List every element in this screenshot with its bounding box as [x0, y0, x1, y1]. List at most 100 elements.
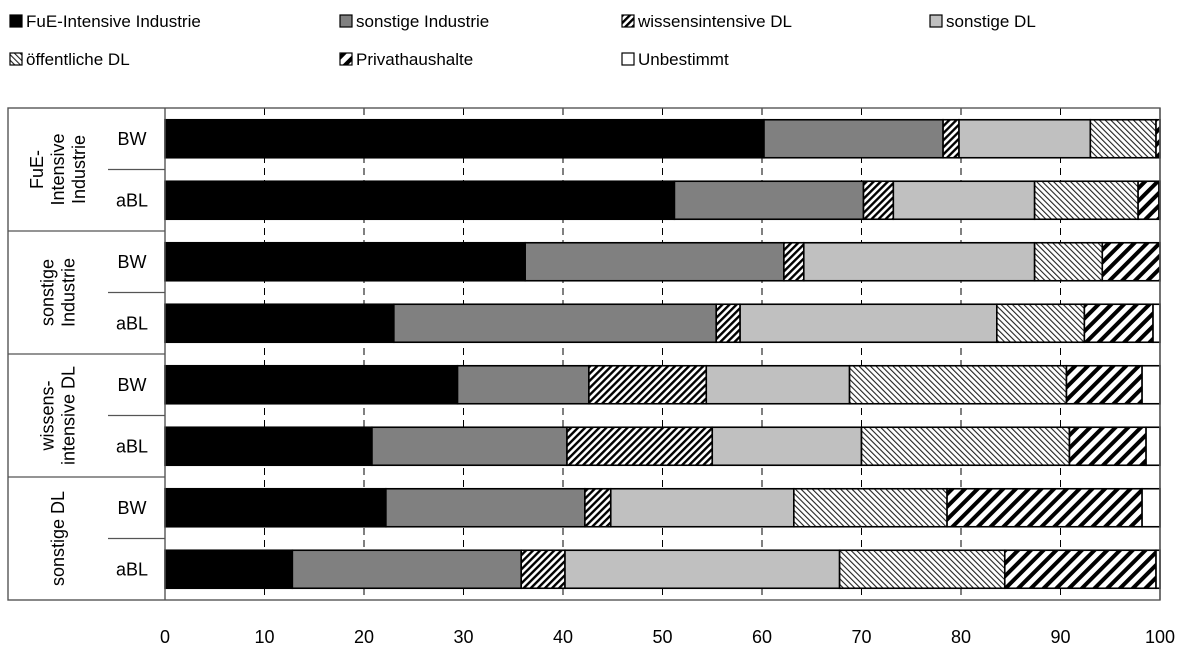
bar-segment-wissensintensive-dl — [566, 426, 714, 467]
bar-segment-privathaushalte — [1101, 241, 1161, 282]
bar-segment-wissensintensive-dl — [862, 180, 895, 221]
bar-segment-fue-intensive-industrie — [164, 180, 676, 221]
bar-segment-sonstige-dl — [711, 426, 863, 467]
x-tick-label: 80 — [951, 627, 971, 647]
bar-row — [164, 118, 1161, 159]
legend-swatch-privathaushalte — [339, 52, 353, 66]
bar-row — [164, 303, 1161, 344]
bar-segment-fue-intensive-industrie — [164, 487, 387, 528]
bar-segment-fue-intensive-industrie — [164, 426, 373, 467]
legend-label-privathaushalte: Privathaushalte — [356, 50, 473, 69]
bar-segment-privathaushalte — [1065, 364, 1143, 405]
bars — [164, 118, 1161, 590]
bar-segment-wissensintensive-dl — [715, 303, 741, 344]
bar-segment-sonstige-industrie — [393, 303, 718, 344]
legend-item-wissensintensive-dl: wissensintensive DL — [621, 12, 792, 31]
legend-item-unbestimmt: Unbestimmt — [621, 50, 729, 69]
legend-swatch-oeffentliche-dl — [9, 52, 23, 66]
bar-segment-privathaushalte — [1137, 180, 1160, 221]
legend-label-oeffentliche-dl: öffentliche DL — [26, 50, 130, 69]
legend-label-sonstige-industrie: sonstige Industrie — [356, 12, 489, 31]
bar-row — [164, 364, 1161, 405]
bar-segment-sonstige-dl — [802, 241, 1036, 282]
bar-segment-sonstige-dl — [739, 303, 998, 344]
legend-swatch-wissensintensive-dl — [621, 14, 635, 28]
bar-segment-oeffentliche-dl — [848, 364, 1068, 405]
bar-segment-wissensintensive-dl — [584, 487, 612, 528]
bar-segment-unbestimmt — [1152, 303, 1161, 344]
group-label: sonstigeIndustrie — [38, 258, 79, 327]
row-label: aBL — [116, 313, 148, 333]
bar-segment-oeffentliche-dl — [1033, 241, 1104, 282]
legend-label-sonstige-dl: sonstige DL — [946, 12, 1036, 31]
legend: FuE-Intensive Industrie sonstige Industri… — [9, 12, 1036, 69]
bar-row — [164, 549, 1161, 590]
bar-segment-unbestimmt — [1141, 364, 1161, 405]
x-tick-label: 100 — [1145, 627, 1175, 647]
legend-swatch-fue-intensive-industrie — [9, 14, 23, 28]
x-tick-label: 90 — [1050, 627, 1070, 647]
bar-segment-privathaushalte — [1003, 549, 1157, 590]
x-tick-label: 0 — [160, 627, 170, 647]
bar-segment-fue-intensive-industrie — [164, 303, 395, 344]
legend-label-fue-intensive-industrie: FuE-Intensive Industrie — [26, 12, 201, 31]
bar-segment-oeffentliche-dl — [996, 303, 1086, 344]
legend-label-wissensintensive-dl: wissensintensive DL — [637, 12, 792, 31]
bar-segment-sonstige-industrie — [763, 118, 944, 159]
legend-item-privathaushalte: Privathaushalte — [339, 50, 473, 69]
bar-segment-fue-intensive-industrie — [164, 118, 765, 159]
row-label: BW — [118, 129, 147, 149]
bar-segment-sonstige-industrie — [673, 180, 865, 221]
bar-segment-privathaushalte — [1083, 303, 1154, 344]
bar-segment-sonstige-industrie — [456, 364, 590, 405]
bar-segment-sonstige-industrie — [291, 549, 523, 590]
x-axis: 0 10 20 30 40 50 60 70 80 90 100 — [160, 627, 1175, 647]
bar-segment-unbestimmt — [1145, 426, 1161, 467]
bar-segment-wissensintensive-dl — [520, 549, 566, 590]
x-tick-label: 30 — [453, 627, 473, 647]
group-label: wissens-intensive DL — [38, 366, 79, 465]
bar-segment-privathaushalte — [1068, 426, 1147, 467]
row-label: aBL — [116, 559, 148, 579]
x-tick-label: 20 — [354, 627, 374, 647]
bar-row — [164, 426, 1161, 467]
bar-segment-oeffentliche-dl — [860, 426, 1071, 467]
row-label: aBL — [116, 190, 148, 210]
bar-segment-privathaushalte — [946, 487, 1143, 528]
bar-segment-sonstige-industrie — [371, 426, 568, 467]
bar-segment-sonstige-dl — [609, 487, 795, 528]
bar-row — [164, 487, 1161, 528]
bar-segment-sonstige-dl — [958, 118, 1092, 159]
bar-segment-wissensintensive-dl — [942, 118, 960, 159]
bar-segment-sonstige-dl — [705, 364, 851, 405]
legend-item-oeffentliche-dl: öffentliche DL — [9, 50, 130, 69]
x-tick-label: 70 — [851, 627, 871, 647]
x-tick-label: 50 — [652, 627, 672, 647]
bar-segment-wissensintensive-dl — [588, 364, 708, 405]
bar-segment-fue-intensive-industrie — [164, 364, 459, 405]
legend-swatch-unbestimmt — [621, 52, 635, 66]
bar-segment-sonstige-dl — [564, 549, 841, 590]
bar-segment-unbestimmt — [1141, 487, 1161, 528]
x-tick-label: 60 — [752, 627, 772, 647]
group-label: FuE-IntensiveIndustrie — [27, 133, 89, 205]
bar-segment-sonstige-dl — [892, 180, 1036, 221]
group-label: sonstige DL — [48, 491, 68, 586]
bar-segment-wissensintensive-dl — [783, 241, 805, 282]
legend-item-sonstige-industrie: sonstige Industrie — [339, 12, 489, 31]
bar-segment-oeffentliche-dl — [1089, 118, 1157, 159]
legend-item-fue-intensive-industrie: FuE-Intensive Industrie — [9, 12, 201, 31]
row-label: BW — [118, 252, 147, 272]
legend-label-unbestimmt: Unbestimmt — [638, 50, 729, 69]
bar-segment-fue-intensive-industrie — [164, 549, 294, 590]
bar-segment-oeffentliche-dl — [793, 487, 948, 528]
bar-segment-sonstige-industrie — [385, 487, 586, 528]
bar-row — [164, 241, 1161, 282]
row-label: BW — [118, 375, 147, 395]
bar-segment-sonstige-industrie — [524, 241, 785, 282]
bar-row — [164, 180, 1161, 221]
bar-segment-oeffentliche-dl — [838, 549, 1006, 590]
x-tick-label: 10 — [254, 627, 274, 647]
x-tick-label: 40 — [553, 627, 573, 647]
